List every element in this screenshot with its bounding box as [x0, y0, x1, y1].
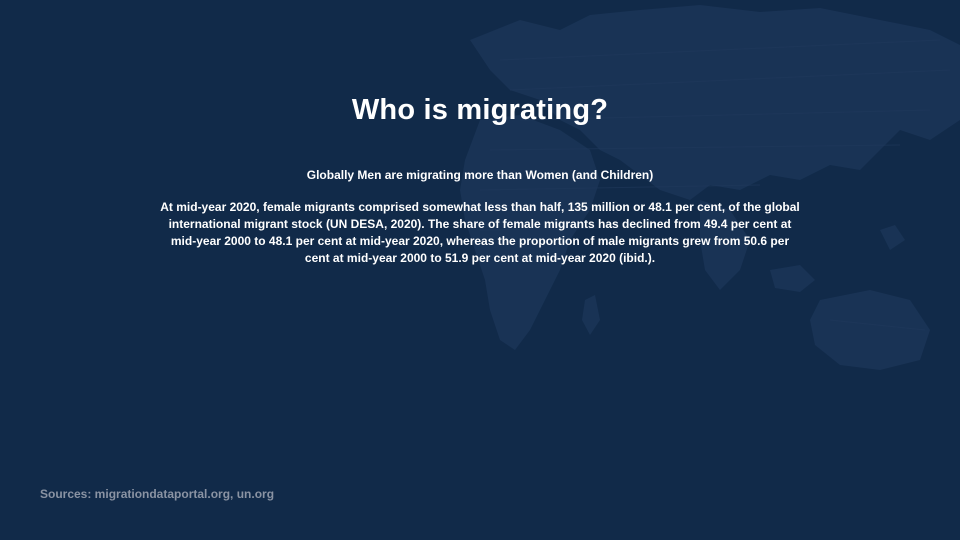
slide-body-text: At mid-year 2020, female migrants compri…	[160, 200, 800, 265]
slide-subtitle: Globally Men are migrating more than Wom…	[306, 168, 654, 182]
slide-title: Who is migrating?	[351, 94, 609, 126]
sources-footnote: Sources: migrationdataportal.org, un.org	[40, 487, 275, 501]
